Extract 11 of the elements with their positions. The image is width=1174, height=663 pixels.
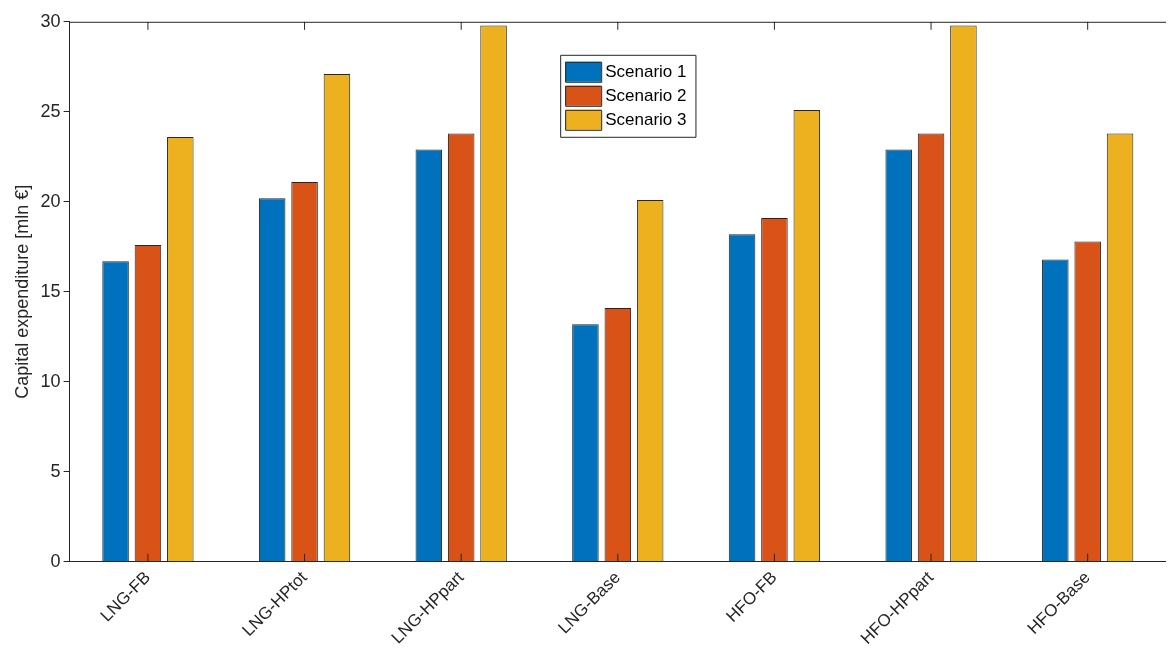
- legend-label: Scenario 1: [605, 62, 687, 82]
- y-tick-label: 5: [50, 460, 61, 481]
- y-tick-label: 30: [40, 10, 61, 31]
- y-tick-label: 0: [50, 550, 61, 571]
- legend-label: Scenario 3: [605, 110, 687, 130]
- legend-label: Scenario 2: [605, 86, 687, 106]
- y-tick-label: 15: [40, 280, 61, 301]
- y-tick-label: 25: [40, 100, 61, 121]
- y-axis-title: Capital expenditure [mln €]: [11, 184, 32, 399]
- y-tick-label: 20: [40, 190, 61, 211]
- y-tick-label: 10: [40, 370, 61, 391]
